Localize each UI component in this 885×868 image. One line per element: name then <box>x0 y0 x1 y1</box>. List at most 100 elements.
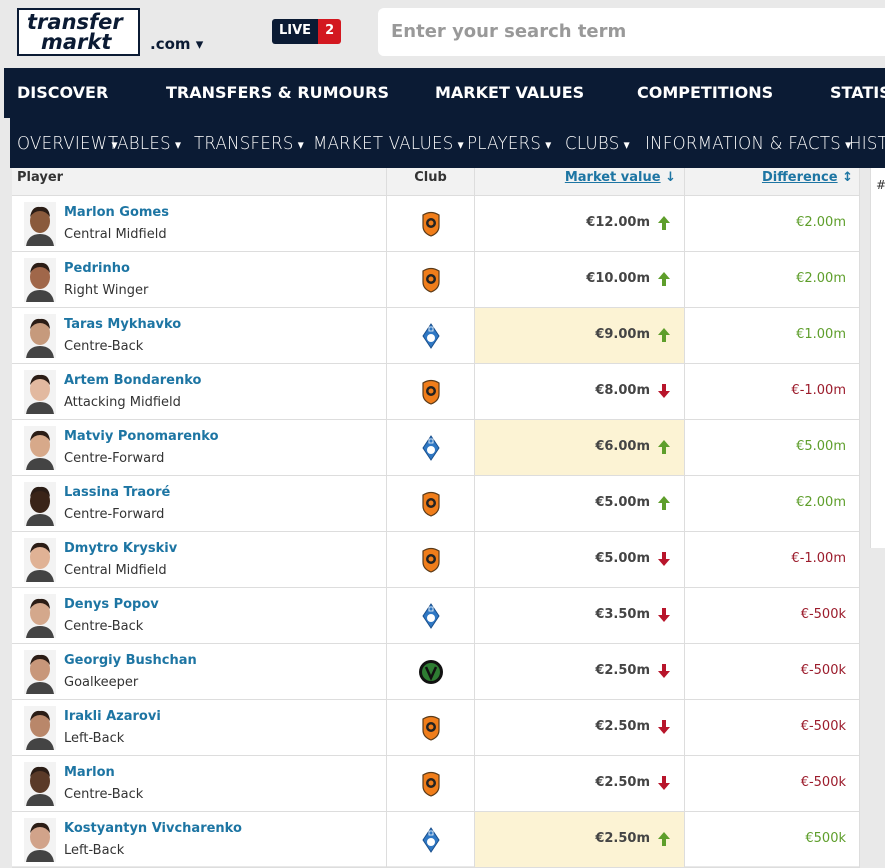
side-panel: # <box>870 168 885 548</box>
club-crest[interactable] <box>421 602 440 629</box>
domain-select[interactable]: .com ▾ <box>150 35 204 53</box>
difference: €-500k <box>800 775 846 790</box>
column-header: Player <box>12 168 387 196</box>
player-name[interactable]: Taras Mykhavko <box>64 317 182 332</box>
live-button[interactable]: LIVE 2 <box>272 19 342 44</box>
difference: €-500k <box>800 663 846 678</box>
club-crest[interactable] <box>421 211 440 237</box>
club-crest[interactable] <box>421 491 440 517</box>
subnav-label: INFORMATION & FACTS <box>645 133 842 154</box>
player-cell: Lassina Traoré Centre-Forward <box>12 476 387 532</box>
player-name[interactable]: Pedrinho <box>64 261 130 276</box>
nav-item[interactable]: TRANSFERS & RUMOURS <box>166 83 389 102</box>
value-cell: €5.00m <box>475 532 685 588</box>
club-crest[interactable] <box>421 434 440 461</box>
player-name[interactable]: Kostyantyn Vivcharenko <box>64 821 242 836</box>
column-header: Club <box>387 168 475 196</box>
subnav-item[interactable]: INFORMATION & FACTS ▾ <box>645 133 852 154</box>
nav-item[interactable]: COMPETITIONS <box>637 83 774 102</box>
club-cell <box>387 308 475 364</box>
club-crest[interactable] <box>421 547 440 573</box>
subnav-item[interactable]: CLUBS ▾ <box>565 133 630 154</box>
search-input[interactable]: Enter your search term <box>378 8 885 56</box>
club-crest[interactable] <box>421 715 440 741</box>
sub-nav: OVERVIEW ▾ TABLES ▾ TRANSFERS ▾ MARKET VALU… <box>10 118 885 168</box>
nav-item[interactable]: MARKET VALUES <box>435 83 585 102</box>
value-cell: €10.00m <box>475 252 685 308</box>
table: Player Club Market value ↓ Difference ↕ Marl… <box>12 168 860 868</box>
player-name[interactable]: Matviy Ponomarenko <box>64 429 219 444</box>
club-cell <box>387 756 475 812</box>
player-name[interactable]: Irakli Azarovi <box>64 709 161 724</box>
club-crest[interactable] <box>421 322 440 349</box>
player-cell: Irakli Azarovi Left-Back <box>12 700 387 756</box>
market-value: €3.50m <box>595 607 650 622</box>
club-crest[interactable] <box>421 379 440 405</box>
player-name[interactable]: Denys Popov <box>64 597 159 612</box>
player-position: Central Midfield <box>64 227 167 242</box>
subnav-item[interactable]: TABLES ▾ <box>108 133 182 154</box>
market-value: €12.00m <box>586 215 650 230</box>
nav-item[interactable]: DISCOVER <box>17 83 109 102</box>
subnav-item[interactable]: PLAYERS ▾ <box>467 133 552 154</box>
player-name[interactable]: Marlon <box>64 765 115 780</box>
player-name[interactable]: Marlon Gomes <box>64 205 169 220</box>
subnav-item[interactable]: MARKET VALUES ▾ <box>313 133 464 154</box>
player-cell: Marlon Gomes Central Midfield <box>12 196 387 252</box>
difference: €-500k <box>800 607 846 622</box>
player-avatar <box>24 650 56 694</box>
player-position: Right Winger <box>64 283 149 298</box>
player-name[interactable]: Lassina Traoré <box>64 485 171 500</box>
club-crest[interactable] <box>421 771 440 797</box>
player-avatar <box>24 818 56 862</box>
subnav-label: CLUBS <box>565 133 620 154</box>
market-value: €9.00m <box>595 327 650 342</box>
value-cell: €5.00m <box>475 476 685 532</box>
club-cell <box>387 644 475 700</box>
logo[interactable]: transfer markt <box>17 8 140 56</box>
player-position: Left-Back <box>64 731 125 746</box>
logo-text: transfer <box>27 10 123 34</box>
player-name[interactable]: Dmytro Kryskiv <box>64 541 178 556</box>
difference-cell: €-500k <box>685 756 860 812</box>
club-cell <box>387 196 475 252</box>
arrow-up <box>658 496 670 510</box>
arrow-down <box>658 384 670 398</box>
player-avatar <box>24 370 56 414</box>
player-cell: Taras Mykhavko Centre-Back <box>12 308 387 364</box>
column-title: Club <box>414 170 447 185</box>
club-crest[interactable] <box>421 826 440 853</box>
column-title[interactable]: Market value <box>564 170 661 185</box>
club-crest[interactable] <box>418 659 444 685</box>
difference: €2.00m <box>796 271 846 286</box>
subnav-label: TRANSFERS <box>194 133 294 154</box>
player-position: Centre-Back <box>64 619 144 634</box>
club-crest[interactable] <box>421 267 440 293</box>
subnav-item[interactable]: HIST <box>849 133 885 154</box>
market-value: €10.00m <box>586 271 650 286</box>
difference-cell: €500k <box>685 812 860 868</box>
difference-cell: €2.00m <box>685 252 860 308</box>
difference-cell: €1.00m <box>685 308 860 364</box>
live-count: 2 <box>318 19 342 44</box>
arrow-up <box>658 272 670 286</box>
club-cell <box>387 532 475 588</box>
value-cell: €2.50m <box>475 812 685 868</box>
difference-cell: €-1.00m <box>685 532 860 588</box>
nav-item[interactable]: STATIS <box>830 83 885 102</box>
player-name[interactable]: Georgiy Bushchan <box>64 653 197 668</box>
player-cell: Pedrinho Right Winger <box>12 252 387 308</box>
value-cell: €9.00m <box>475 308 685 364</box>
market-value: €8.00m <box>595 383 650 398</box>
player-cell: Marlon Centre-Back <box>12 756 387 812</box>
club-cell <box>387 364 475 420</box>
subnav-item[interactable]: TRANSFERS ▾ <box>194 133 305 154</box>
column-header: Difference ↕ <box>685 168 860 196</box>
player-name[interactable]: Artem Bondarenko <box>64 373 202 388</box>
column-title[interactable]: Difference <box>761 170 838 185</box>
subnav-item[interactable]: OVERVIEW ▾ <box>17 133 118 154</box>
market-value: €2.50m <box>595 719 650 734</box>
difference: €-1.00m <box>791 383 846 398</box>
arrow-up <box>658 328 670 342</box>
